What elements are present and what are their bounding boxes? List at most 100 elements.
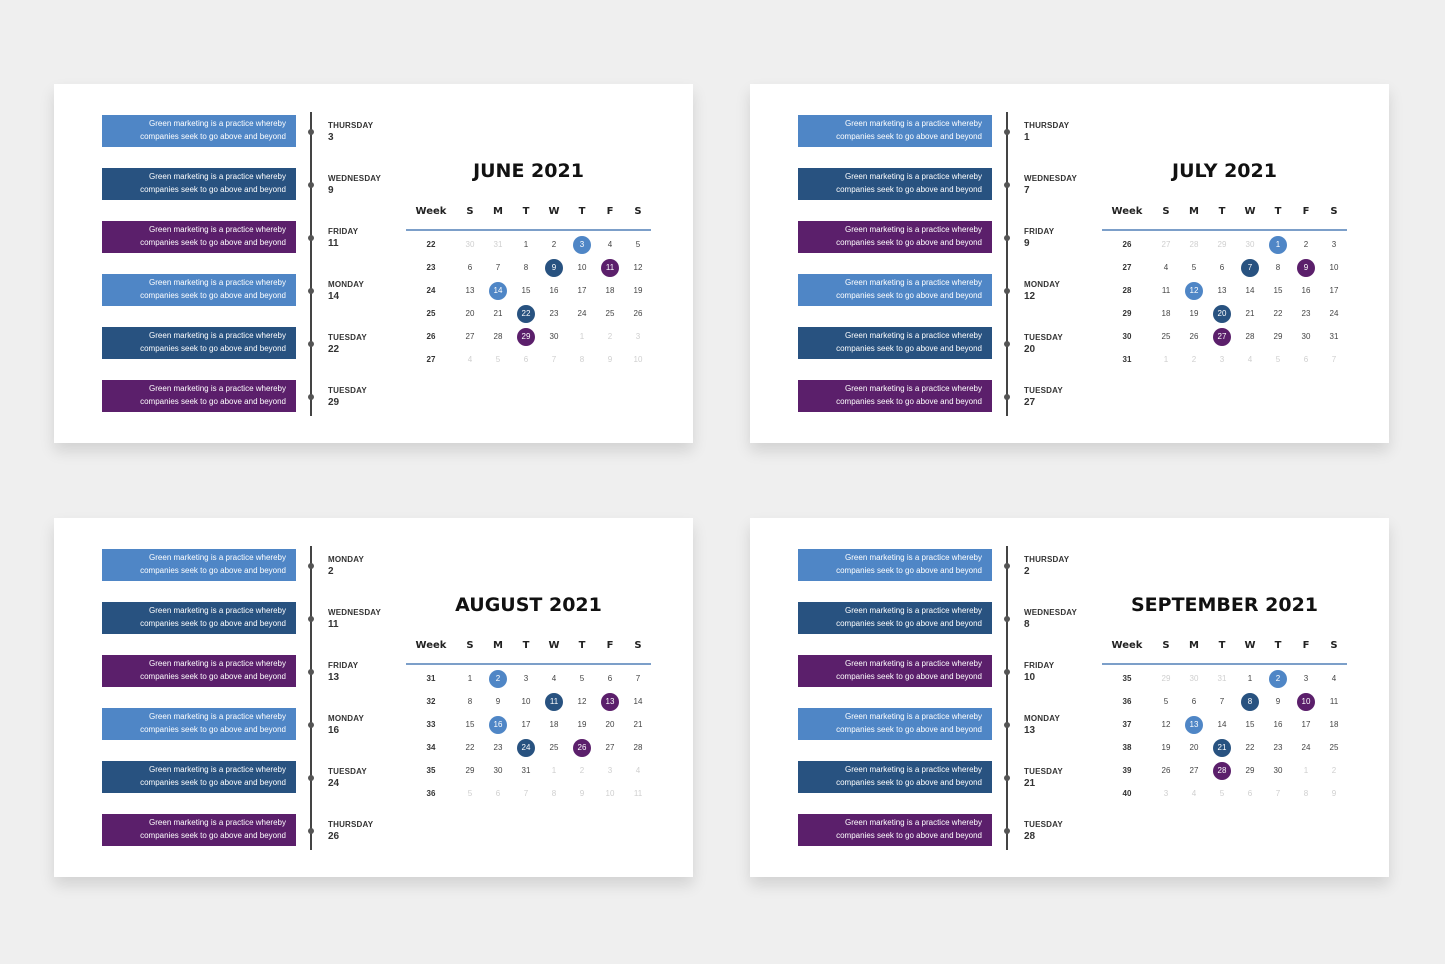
highlighted-day: 9 bbox=[545, 259, 563, 277]
event-weekday: WEDNESDAY bbox=[1024, 174, 1078, 183]
event-box: Green marketing is a practice whereby co… bbox=[102, 655, 296, 687]
event-box: Green marketing is a practice whereby co… bbox=[102, 221, 296, 253]
day: 5 bbox=[495, 355, 501, 364]
highlighted-day: 13 bbox=[601, 693, 619, 711]
day: 7 bbox=[1275, 789, 1281, 798]
day: 2 bbox=[1191, 355, 1197, 364]
event-date: 3 bbox=[328, 132, 334, 143]
highlighted-day: 29 bbox=[517, 328, 535, 346]
event-box: Green marketing is a practice whereby co… bbox=[102, 168, 296, 200]
weekday-header: W bbox=[1244, 640, 1256, 651]
week-number: 31 bbox=[1122, 355, 1132, 364]
event-weekday: THURSDAY bbox=[1024, 121, 1070, 130]
day: 30 bbox=[465, 240, 475, 249]
day: 2 bbox=[1331, 766, 1337, 775]
highlighted-day: 22 bbox=[517, 305, 535, 323]
timeline-dot bbox=[308, 394, 314, 400]
day: 31 bbox=[1217, 674, 1227, 683]
day: 5 bbox=[1191, 263, 1197, 272]
highlighted-day: 14 bbox=[489, 282, 507, 300]
day: 23 bbox=[1273, 743, 1283, 752]
day: 2 bbox=[1303, 240, 1309, 249]
day: 3 bbox=[1331, 240, 1337, 249]
day: 17 bbox=[1329, 286, 1339, 295]
day: 9 bbox=[579, 789, 585, 798]
highlighted-day: 13 bbox=[1185, 716, 1203, 734]
highlighted-day: 21 bbox=[1213, 739, 1231, 757]
event-date: 2 bbox=[328, 566, 334, 577]
event-date: 10 bbox=[1024, 672, 1036, 683]
week-number: 34 bbox=[426, 743, 436, 752]
weekday-header: W bbox=[1244, 206, 1256, 217]
day: 31 bbox=[521, 766, 531, 775]
timeline-dot bbox=[308, 775, 314, 781]
event-weekday: THURSDAY bbox=[1024, 555, 1070, 564]
weekday-header: S bbox=[634, 640, 642, 651]
highlighted-day: 2 bbox=[1269, 670, 1287, 688]
day: 26 bbox=[1161, 766, 1171, 775]
slide: Green marketing is a practice whereby co… bbox=[750, 518, 1389, 877]
event-box: Green marketing is a practice whereby co… bbox=[798, 814, 992, 846]
day: 23 bbox=[549, 309, 559, 318]
day: 3 bbox=[1219, 355, 1225, 364]
timeline-dot bbox=[308, 235, 314, 241]
event-box: Green marketing is a practice whereby co… bbox=[798, 221, 992, 253]
day: 8 bbox=[551, 789, 557, 798]
event-weekday: TUESDAY bbox=[1024, 767, 1063, 776]
day: 15 bbox=[1273, 286, 1283, 295]
event-box: Green marketing is a practice whereby co… bbox=[798, 274, 992, 306]
event-weekday: WEDNESDAY bbox=[328, 608, 382, 617]
timeline-dot bbox=[308, 182, 314, 188]
day: 4 bbox=[607, 240, 613, 249]
event-date: 11 bbox=[328, 619, 339, 630]
week-number: 29 bbox=[1122, 309, 1132, 318]
timeline-axis bbox=[310, 546, 312, 850]
event-date: 9 bbox=[1024, 238, 1030, 249]
header-rule bbox=[1102, 229, 1347, 231]
day: 23 bbox=[493, 743, 503, 752]
day: 10 bbox=[1329, 263, 1339, 272]
week-number: 27 bbox=[426, 355, 436, 364]
day: 18 bbox=[605, 286, 615, 295]
day: 17 bbox=[1301, 720, 1311, 729]
day: 3 bbox=[523, 674, 529, 683]
day: 30 bbox=[1245, 240, 1255, 249]
day: 24 bbox=[1301, 743, 1311, 752]
day: 6 bbox=[1191, 697, 1197, 706]
day: 4 bbox=[551, 674, 557, 683]
day: 9 bbox=[1331, 789, 1337, 798]
event-box: Green marketing is a practice whereby co… bbox=[798, 549, 992, 581]
day: 20 bbox=[1189, 743, 1199, 752]
highlighted-day: 11 bbox=[545, 693, 563, 711]
timeline-dot bbox=[1004, 722, 1010, 728]
day: 20 bbox=[605, 720, 615, 729]
day: 18 bbox=[549, 720, 559, 729]
day: 4 bbox=[1163, 263, 1169, 272]
day: 14 bbox=[1217, 720, 1227, 729]
event-date: 7 bbox=[1024, 185, 1030, 196]
event-date: 29 bbox=[328, 397, 340, 408]
event-box: Green marketing is a practice whereby co… bbox=[102, 602, 296, 634]
timeline-dot bbox=[1004, 616, 1010, 622]
event-weekday: FRIDAY bbox=[1024, 227, 1055, 236]
day: 29 bbox=[1217, 240, 1227, 249]
day: 5 bbox=[1163, 697, 1169, 706]
timeline-axis bbox=[1006, 112, 1008, 416]
timeline-dot bbox=[1004, 288, 1010, 294]
day: 7 bbox=[523, 789, 529, 798]
event-date: 12 bbox=[1024, 291, 1036, 302]
day: 8 bbox=[523, 263, 529, 272]
slide: Green marketing is a practice whereby co… bbox=[54, 84, 693, 443]
day: 3 bbox=[1163, 789, 1169, 798]
day: 6 bbox=[523, 355, 529, 364]
event-date: 24 bbox=[328, 778, 340, 789]
day: 24 bbox=[577, 309, 587, 318]
highlighted-day: 10 bbox=[1297, 693, 1315, 711]
day: 12 bbox=[577, 697, 587, 706]
timeline-dot bbox=[1004, 182, 1010, 188]
highlighted-day: 28 bbox=[1213, 762, 1231, 780]
day: 30 bbox=[1301, 332, 1311, 341]
day: 6 bbox=[1303, 355, 1309, 364]
day: 6 bbox=[495, 789, 501, 798]
day: 8 bbox=[579, 355, 585, 364]
